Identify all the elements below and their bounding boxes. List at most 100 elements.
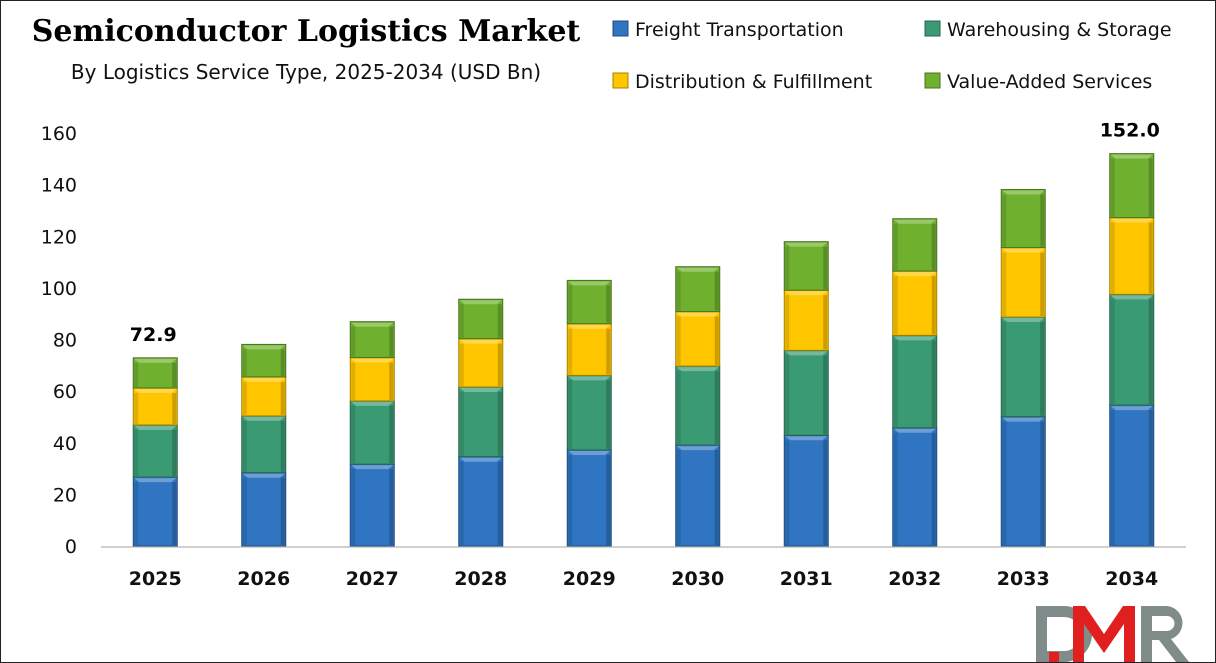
bar-segment-value-added-services — [349, 321, 395, 359]
bar-bevel-top — [459, 300, 502, 305]
bar-bevel-top — [351, 358, 394, 363]
bar-segment-warehousing-storage — [783, 349, 829, 436]
bar-bevel-top — [1110, 218, 1153, 223]
bar-bevel-right — [389, 405, 394, 464]
bar-segment-freight-transportation — [132, 476, 178, 547]
bar-segment-value-added-services — [892, 218, 938, 272]
bar-bevel-top — [568, 376, 611, 381]
bar-bevel-right — [1148, 158, 1153, 217]
bar-bevel-top — [351, 465, 394, 470]
bar-bevel-right — [1040, 194, 1045, 247]
x-tick-label: 2031 — [780, 568, 833, 590]
bar-bevel-right — [1148, 222, 1153, 294]
legend-swatch — [924, 72, 941, 89]
dmr-logo — [1036, 606, 1189, 662]
y-tick-label: 60 — [53, 381, 77, 403]
legend-label: Warehousing & Storage — [947, 19, 1172, 41]
bar-stack-2026 — [241, 343, 287, 547]
bar-bevel-right — [714, 271, 719, 311]
bar-stack-2032 — [892, 218, 938, 547]
bar-stack-2034 — [1109, 153, 1155, 547]
y-tick-label: 20 — [53, 484, 77, 506]
bar-stack-2027 — [349, 321, 395, 547]
bar-bevel-right — [172, 482, 177, 545]
bar-bevel-left — [893, 340, 898, 427]
x-tick-label: 2030 — [671, 568, 724, 590]
bar-bevel-left — [893, 276, 898, 335]
bar-bevel-left — [459, 343, 464, 386]
bar-segment-value-added-services — [675, 266, 721, 313]
bar-segment-warehousing-storage — [566, 374, 612, 451]
bar-segment-freight-transportation — [349, 463, 395, 547]
bar-segment-distribution-fulfillment — [1000, 247, 1046, 318]
bar-bevel-left — [676, 371, 681, 445]
bar-bevel-right — [606, 454, 611, 545]
bar-bevel-right — [389, 326, 394, 357]
legend: Freight Transportation Warehousing & Stor… — [612, 19, 1172, 93]
bar-bevel-left — [1110, 222, 1115, 294]
bar-segment-distribution-fulfillment — [241, 376, 287, 417]
bar-bevel-right — [1040, 322, 1045, 416]
bar-bevel-top — [1002, 318, 1045, 323]
bar-bevel-left — [242, 477, 247, 545]
bar-bevel-right — [389, 362, 394, 400]
bar-segment-value-added-services — [1000, 189, 1046, 249]
x-tick-label: 2034 — [1105, 568, 1158, 590]
bars: 72.9 152.0 — [130, 120, 1160, 547]
bar-bevel-left — [568, 328, 573, 375]
bar-bevel-right — [280, 477, 285, 545]
bar-bevel-left — [893, 223, 898, 271]
bar-stack-2025 — [132, 357, 178, 547]
bar-bevel-top — [351, 401, 394, 406]
bar-bevel-top — [1002, 190, 1045, 195]
bar-bevel-left — [134, 482, 139, 545]
bar-bevel-top — [893, 428, 936, 433]
bar-bevel-top — [242, 473, 285, 478]
bar-bevel-top — [351, 322, 394, 327]
bar-bevel-top — [134, 358, 177, 363]
bar-bevel-right — [823, 355, 828, 435]
bar-bevel-top — [134, 389, 177, 394]
bar-bevel-left — [351, 362, 356, 400]
bar-bevel-right — [497, 304, 502, 338]
bar-bevel-right — [714, 316, 719, 366]
bar-segment-warehousing-storage — [132, 424, 178, 478]
bar-segment-freight-transportation — [458, 456, 504, 547]
bar-stack-2029 — [566, 279, 612, 547]
legend-label: Freight Transportation — [635, 19, 844, 41]
bar-bevel-right — [172, 429, 177, 477]
legend-label: Value-Added Services — [947, 71, 1152, 93]
bar-bevel-top — [676, 312, 719, 317]
bar-segment-value-added-services — [1109, 153, 1155, 219]
bar-segment-freight-transportation — [1109, 404, 1155, 547]
bar-segment-distribution-fulfillment — [132, 387, 178, 426]
bar-bevel-top — [568, 450, 611, 455]
bar-bevel-top — [1110, 406, 1153, 411]
bar-bevel-left — [459, 461, 464, 545]
bar-stack-2030 — [675, 266, 721, 547]
bar-segment-freight-transportation — [892, 427, 938, 547]
bar-segment-warehousing-storage — [675, 365, 721, 446]
x-axis: 2025 2026 2027 2028 2029 2030 2031 2032 2033 2034 — [129, 568, 1158, 590]
bar-stack-2033 — [1000, 189, 1046, 547]
bar-segment-value-added-services — [132, 357, 178, 389]
bar-bevel-right — [823, 246, 828, 290]
bar-bevel-left — [1110, 410, 1115, 545]
bar-bevel-top — [785, 351, 828, 356]
bar-segment-freight-transportation — [241, 472, 287, 547]
bar-bevel-right — [280, 381, 285, 415]
bar-bevel-top — [893, 336, 936, 341]
bar-segment-warehousing-storage — [1109, 293, 1155, 406]
y-tick-label: 120 — [41, 226, 77, 248]
bar-bevel-left — [1002, 252, 1007, 317]
bar-bevel-left — [785, 355, 790, 435]
legend-swatch — [924, 20, 941, 37]
bar-stack-2028 — [458, 298, 504, 547]
bar-bevel-top — [568, 324, 611, 329]
bar-bevel-left — [676, 316, 681, 366]
bar-bevel-left — [459, 304, 464, 338]
bar-bevel-top — [459, 339, 502, 344]
bar-segment-distribution-fulfillment — [566, 323, 612, 376]
